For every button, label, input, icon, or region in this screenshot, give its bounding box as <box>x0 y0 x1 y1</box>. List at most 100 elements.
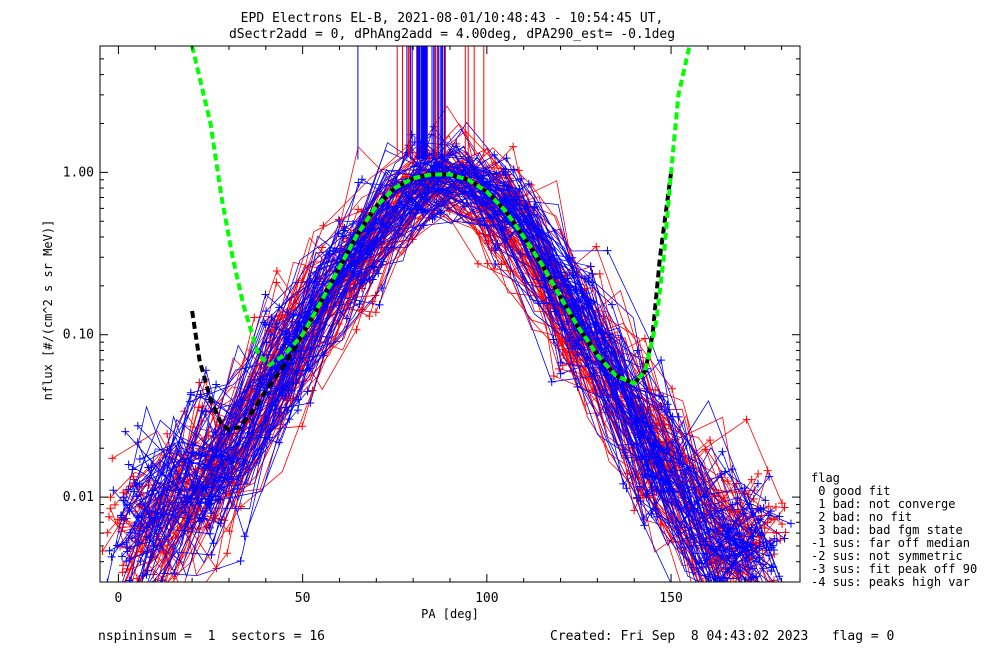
trace-marker <box>573 350 582 359</box>
trace-marker <box>317 243 326 252</box>
trace-marker <box>436 209 445 218</box>
trace-marker <box>365 312 374 321</box>
trace-marker <box>642 490 651 499</box>
trace-marker <box>724 520 733 529</box>
trace-marker <box>716 594 724 602</box>
chart-subtitle: dSectr2add = 0, dPhAng2add = 4.00deg, dP… <box>229 27 675 42</box>
trace-marker <box>319 221 328 230</box>
trace-marker <box>186 397 195 406</box>
trace-marker <box>722 579 724 582</box>
blue-trace-group <box>103 121 795 650</box>
trace-marker <box>698 601 706 609</box>
trace-marker <box>778 520 787 529</box>
legend-title: flag <box>811 471 840 485</box>
trace-marker <box>145 610 153 618</box>
trace-marker <box>728 465 737 474</box>
measured-trace <box>112 141 752 582</box>
trace-marker <box>207 550 216 559</box>
trace-marker <box>223 549 232 558</box>
trace-marker <box>349 219 358 228</box>
trace-marker <box>714 512 723 521</box>
trace-marker <box>754 506 763 515</box>
trace-marker <box>741 575 750 582</box>
trace-marker <box>279 385 288 394</box>
measured-trace <box>149 177 716 582</box>
trace-marker <box>556 358 565 367</box>
axes: 0 50 100 150 1.00 0.10 0.01 <box>63 45 800 606</box>
trace-marker <box>585 299 594 308</box>
trace-marker <box>657 402 666 411</box>
trace-marker <box>660 408 669 417</box>
trace-marker <box>638 417 647 426</box>
trace-marker <box>720 590 728 598</box>
trace-marker <box>778 499 787 508</box>
trace-marker <box>651 385 660 394</box>
trace-marker <box>738 646 746 650</box>
measured-trace <box>120 163 711 582</box>
trace-marker <box>492 170 501 179</box>
trace-marker <box>621 448 630 457</box>
trace-marker <box>556 369 565 378</box>
trace-marker <box>757 529 766 538</box>
trace-marker <box>205 523 214 532</box>
trace-marker <box>142 583 150 591</box>
measured-trace <box>106 175 747 582</box>
measured-trace <box>140 180 764 582</box>
measured-trace <box>138 152 761 582</box>
trace-marker <box>706 613 714 621</box>
trace-marker <box>655 392 664 401</box>
trace-marker <box>745 582 753 590</box>
trace-marker <box>780 503 789 512</box>
trace-marker <box>657 356 666 365</box>
trace-marker <box>187 523 196 532</box>
trace-marker <box>423 158 432 167</box>
trace-marker <box>740 484 749 493</box>
trace-marker <box>524 179 533 188</box>
trace-marker <box>110 500 119 509</box>
measured-trace <box>145 162 768 570</box>
y-axis-label: nflux [#/(cm^2 s sr MeV)] <box>41 220 55 401</box>
trace-marker <box>772 529 781 538</box>
trace-marker <box>138 592 146 600</box>
trace-marker <box>119 496 128 505</box>
trace-marker <box>743 542 752 551</box>
trace-marker <box>517 174 526 183</box>
trace-marker <box>334 229 343 238</box>
trace-marker <box>721 563 730 572</box>
trace-marker <box>502 154 511 163</box>
trace-marker <box>750 599 758 607</box>
trace-marker <box>107 552 116 561</box>
trace-marker <box>130 521 139 530</box>
trace-marker <box>530 202 539 211</box>
trace-marker <box>747 540 756 549</box>
trace-marker <box>754 469 763 478</box>
trace-marker <box>142 523 151 532</box>
trace-marker <box>125 603 133 611</box>
measured-trace <box>124 148 759 548</box>
trace-marker <box>716 588 724 596</box>
trace-marker <box>411 201 420 210</box>
trace-marker <box>741 602 749 610</box>
trace-marker <box>764 502 773 511</box>
measured-trace <box>147 162 774 582</box>
trace-marker <box>710 506 719 515</box>
trace-marker <box>136 557 145 566</box>
trace-marker <box>580 274 589 283</box>
trace-marker <box>773 593 781 601</box>
trace-marker <box>668 412 677 421</box>
x-tick-label: 0 <box>115 591 123 606</box>
trace-marker <box>118 606 126 614</box>
trace-marker <box>719 646 727 650</box>
trace-marker <box>133 421 142 430</box>
trace-marker <box>124 588 132 596</box>
trace-marker <box>485 213 494 222</box>
trace-marker <box>346 233 355 242</box>
trace-marker <box>603 246 612 255</box>
measured-trace <box>126 125 764 544</box>
trace-marker <box>753 581 755 582</box>
trace-marker <box>759 564 768 573</box>
trace-marker <box>749 531 758 540</box>
trace-marker <box>771 594 779 602</box>
trace-marker <box>499 186 508 195</box>
trace-marker <box>156 597 164 605</box>
